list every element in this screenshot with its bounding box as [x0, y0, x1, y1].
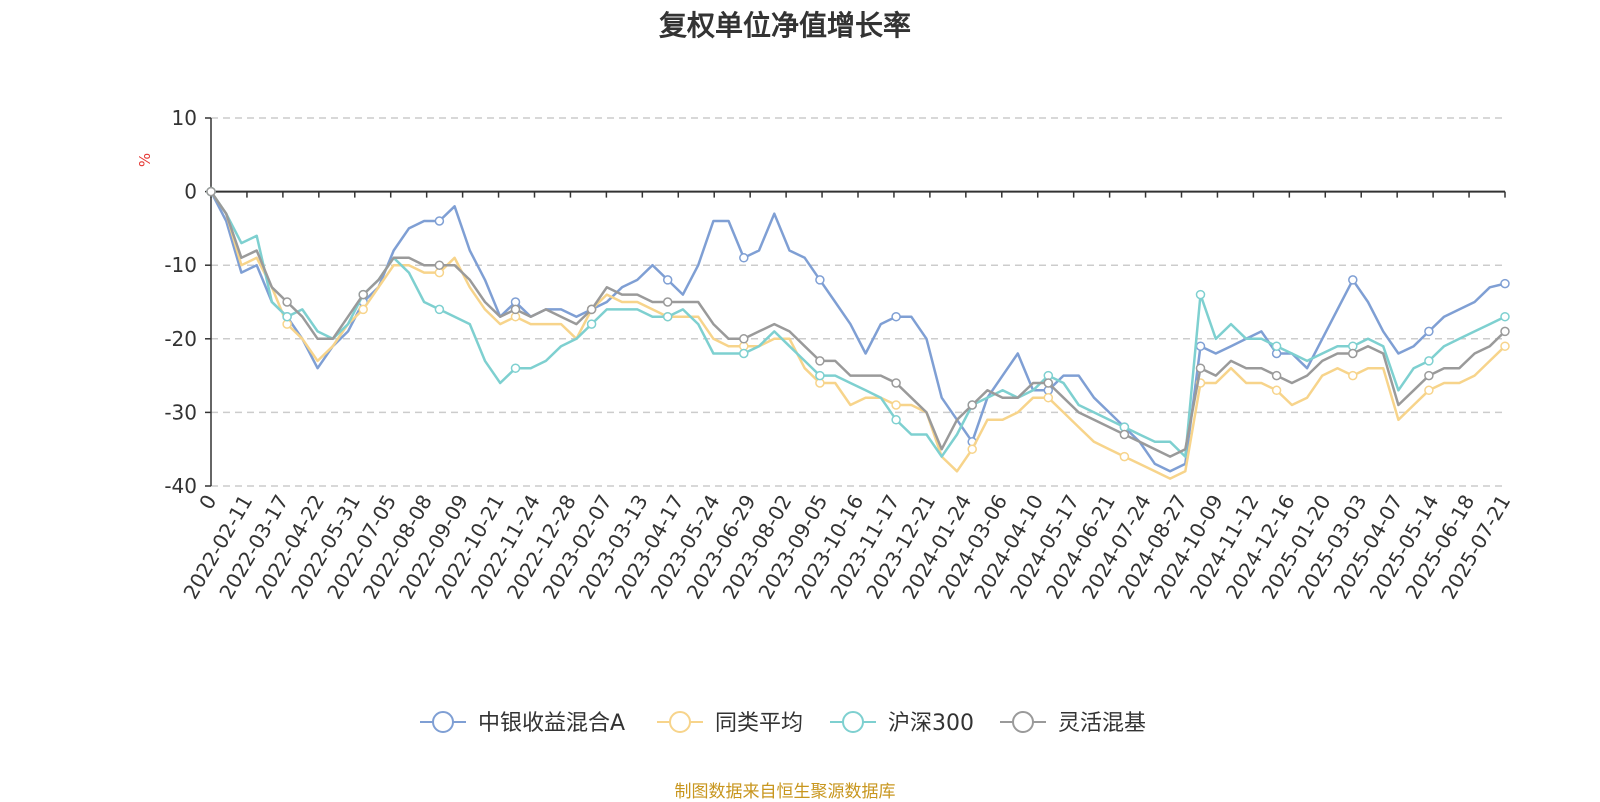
- data-point: [662, 275, 673, 285]
- chart-title: 复权单位净值增长率: [658, 9, 911, 42]
- data-point: [815, 275, 825, 285]
- data-point: [739, 253, 749, 263]
- data-point: [1195, 289, 1206, 300]
- series-line: [209, 190, 1506, 458]
- data-point: [586, 319, 597, 329]
- legend-item[interactable]: 中银收益混合A: [420, 711, 625, 736]
- data-point: [1500, 341, 1510, 351]
- series-3: [206, 186, 1510, 458]
- y-axis-unit-label: %: [136, 153, 154, 167]
- series-layer: [206, 186, 1510, 480]
- legend-label: 中银收益混合A: [478, 711, 625, 736]
- data-point: [1271, 341, 1282, 351]
- source-note: 制图数据来自恒生聚源数据库: [674, 782, 896, 802]
- gridlines: [211, 117, 1505, 487]
- series-line: [209, 190, 1506, 458]
- data-point: [1271, 385, 1282, 396]
- data-point: [1271, 370, 1282, 381]
- data-point: [358, 289, 368, 300]
- data-point: [1195, 341, 1206, 351]
- data-point: [891, 415, 901, 425]
- y-tick-label: -30: [164, 400, 197, 424]
- y-tick-label: -40: [164, 474, 197, 498]
- series-1: [206, 186, 1510, 473]
- data-point: [967, 444, 977, 454]
- data-point: [1500, 311, 1510, 322]
- data-point: [1043, 378, 1054, 388]
- data-point: [815, 370, 825, 381]
- data-point: [1119, 451, 1130, 462]
- data-point: [510, 304, 521, 315]
- legend-label: 沪深300: [888, 711, 974, 736]
- data-point: [967, 400, 977, 410]
- data-point: [1348, 348, 1358, 359]
- data-point: [282, 297, 292, 307]
- axes: [210, 118, 1505, 486]
- data-point: [434, 260, 445, 270]
- data-point: [1043, 392, 1054, 403]
- y-axis-ticks: 10 0 -10 -20 -30 -40: [164, 106, 211, 498]
- data-point: [1424, 385, 1434, 396]
- data-point: [1348, 275, 1358, 285]
- x-axis-ticks: 02022-02-112022-03-172022-04-222022-05-3…: [178, 191, 1515, 603]
- legend-marker: [432, 711, 454, 733]
- y-tick-label: 10: [172, 106, 197, 130]
- data-point: [1500, 278, 1510, 289]
- x-tick-label: 0: [194, 491, 221, 514]
- data-point: [815, 356, 825, 366]
- data-point: [1424, 370, 1434, 381]
- data-point: [586, 304, 597, 315]
- legend-item[interactable]: 沪深300: [830, 711, 974, 736]
- data-point: [206, 186, 216, 197]
- legend-item[interactable]: 灵活混基: [1000, 711, 1146, 736]
- data-point: [1424, 356, 1434, 366]
- data-point: [891, 311, 901, 322]
- data-point: [891, 378, 901, 388]
- series-line: [209, 191, 1506, 473]
- data-point: [739, 348, 749, 359]
- series-4: [206, 186, 1510, 458]
- data-point: [739, 334, 749, 344]
- data-point: [358, 304, 368, 315]
- legend-label: 灵活混基: [1058, 711, 1146, 736]
- data-point: [510, 363, 521, 373]
- y-tick-label: -10: [164, 253, 197, 277]
- data-point: [1348, 370, 1358, 381]
- data-point: [434, 216, 445, 226]
- legend-marker: [669, 711, 691, 733]
- legend-label: 同类平均: [715, 711, 803, 736]
- legend: 中银收益混合A 同类平均 沪深300 灵活混基: [420, 711, 1146, 736]
- legend-item[interactable]: 同类平均: [657, 711, 803, 736]
- legend-marker: [842, 711, 864, 733]
- data-point: [1119, 429, 1130, 440]
- data-point: [1195, 363, 1206, 373]
- data-point: [662, 297, 673, 307]
- legend-marker: [1012, 711, 1034, 733]
- data-point: [282, 311, 292, 322]
- series-2: [206, 186, 1510, 480]
- data-point: [1424, 326, 1434, 337]
- y-tick-label: 0: [184, 180, 197, 204]
- series-line: [209, 190, 1506, 480]
- data-point: [1500, 326, 1510, 337]
- y-axis-unit: %: [136, 153, 154, 167]
- data-point: [662, 311, 673, 322]
- data-point: [891, 400, 901, 410]
- data-point: [434, 304, 445, 315]
- y-tick-label: -20: [164, 327, 197, 351]
